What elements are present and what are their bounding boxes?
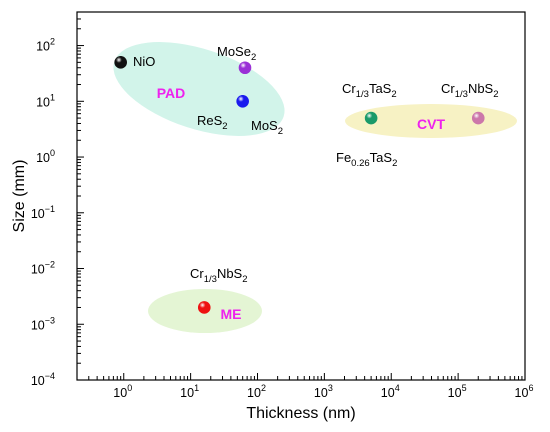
annotation-crtas2: Cr1/3TaS2	[342, 81, 397, 100]
data-point	[236, 94, 249, 108]
region-pad-label: PAD	[157, 85, 186, 101]
tick-layer: 100 101 102 103 104 105 106 10−4 10−3 10−2 10−1 100…	[31, 11, 534, 400]
y-tick-label: 10−4	[31, 371, 55, 388]
data-point	[197, 301, 211, 314]
region-cvt-ellipse	[345, 104, 517, 138]
x-tick-label: 102	[247, 383, 266, 400]
data-point	[471, 111, 485, 125]
region-me-label: ME	[221, 306, 242, 322]
annotation-crnbs2-cvt: Cr1/3NbS2	[441, 81, 499, 100]
point-layer	[114, 56, 485, 314]
annotation-nio: NiO	[133, 54, 155, 69]
x-tick-label: 100	[113, 383, 132, 400]
x-axis-title: Thickness (nm)	[246, 405, 355, 422]
y-tick-label: 101	[36, 92, 55, 109]
label-layer: NiO MoSe2 ReS2 MoS2 Cr1/3TaS2 Cr1/3NbS2 Fe0.26…	[133, 44, 499, 285]
data-point	[364, 111, 378, 125]
x-tick-label: 104	[381, 383, 400, 400]
y-tick-label: 100	[36, 148, 55, 165]
y-tick-label: 102	[36, 37, 55, 54]
region-pad-ellipse	[113, 42, 285, 136]
annotation-crnbs2-me: Cr1/3NbS2	[190, 266, 248, 285]
y-tick-label: 10−2	[31, 260, 55, 277]
data-point	[238, 61, 252, 75]
x-tick-label: 101	[180, 383, 199, 400]
x-tick-label: 106	[515, 383, 534, 400]
y-tick-label: 10−3	[31, 315, 55, 332]
region-cvt-label: CVT	[417, 116, 445, 132]
x-tick-label: 103	[314, 383, 333, 400]
annotation-mos2: MoS2	[251, 118, 283, 137]
y-axis-title: Size (mm)	[11, 160, 28, 233]
data-point	[114, 56, 127, 69]
x-tick-label: 105	[448, 383, 467, 400]
y-tick-label: 10−1	[31, 204, 55, 221]
annotation-fetas2: Fe0.26TaS2	[336, 150, 397, 169]
annotation-res2: ReS2	[197, 113, 228, 132]
annotation-mose2: MoSe2	[217, 44, 256, 63]
region-layer: PAD CVT ME	[113, 42, 517, 333]
